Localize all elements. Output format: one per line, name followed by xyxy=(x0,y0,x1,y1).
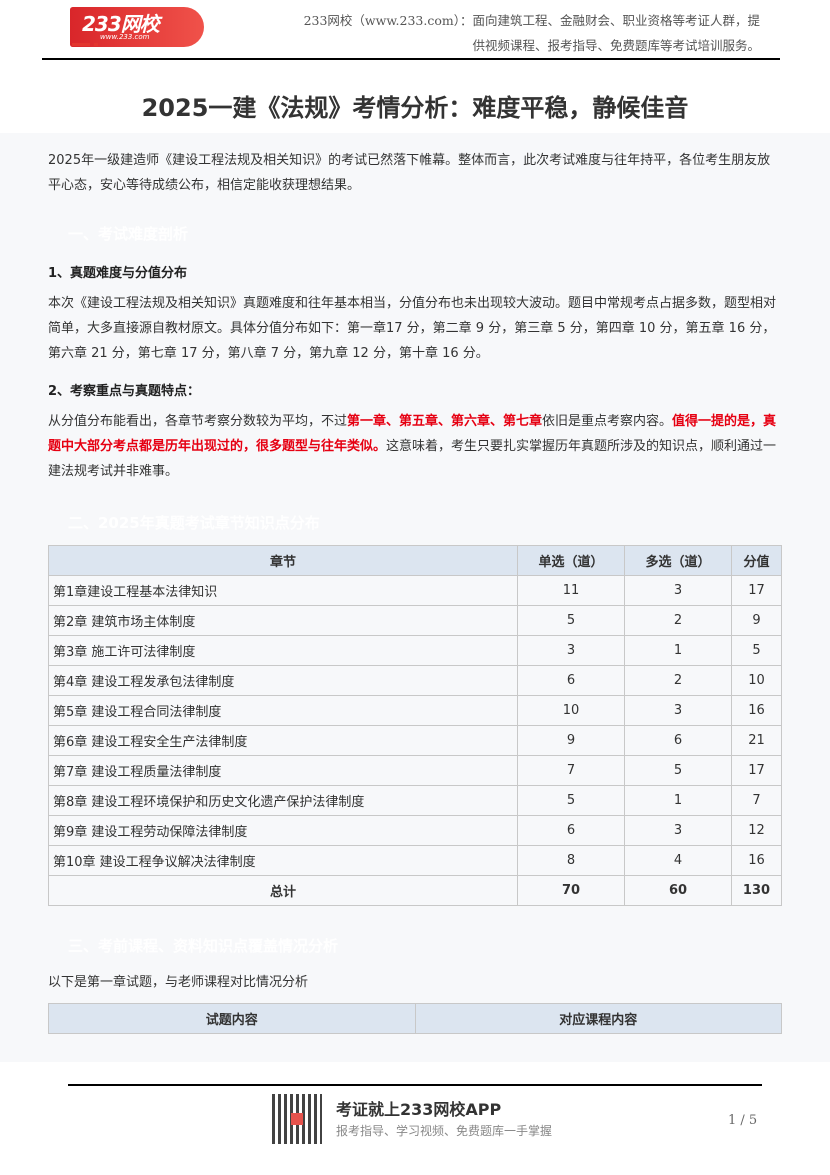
footer-app-title: 考证就上233网校APP xyxy=(336,1100,502,1119)
table-cell: 第8章 建设工程环境保护和历史文化遗产保护法律制度 xyxy=(48,785,518,816)
table-cell: 10 xyxy=(731,665,782,696)
logo: 233网校 www.233.com xyxy=(70,7,204,47)
logo-decoration xyxy=(72,43,90,46)
table-cell: 9 xyxy=(731,605,782,636)
table-cell: 130 xyxy=(731,875,782,906)
table-cell: 4 xyxy=(624,845,732,876)
table-cell: 7 xyxy=(517,755,625,786)
table-cell: 6 xyxy=(624,725,732,756)
column-header: 单选（道） xyxy=(517,545,625,576)
table-row: 第6章 建设工程安全生产法律制度 9 6 21 xyxy=(48,725,782,756)
table-cell: 2 xyxy=(624,665,732,696)
column-header: 对应课程内容 xyxy=(414,1003,782,1034)
section-heading-3: 三、考前课程、资料知识点覆盖情况分析 xyxy=(68,937,339,955)
table-cell: 5 xyxy=(517,605,625,636)
table-cell: 1 xyxy=(624,785,732,816)
page-title: 2025一建《法规》考情分析：难度平稳，静候佳音 xyxy=(141,94,689,122)
table-cell: 5 xyxy=(624,755,732,786)
subheading-2: 2、考察重点与真题特点： xyxy=(48,384,201,399)
table-cell: 16 xyxy=(731,845,782,876)
section-heading-2: 二、2025年真题考试章节知识点分布 xyxy=(68,514,320,532)
header-tagline: 233网校（www.233.com）：面向建筑工程、金融财会、职业资格等考证人群… xyxy=(303,13,760,53)
column-header: 章节 xyxy=(48,545,518,576)
table-cell: 9 xyxy=(517,725,625,756)
table-cell: 第6章 建设工程安全生产法律制度 xyxy=(48,725,518,756)
table-cell: 2 xyxy=(624,605,732,636)
table-cell: 第5章 建设工程合同法律制度 xyxy=(48,695,518,726)
table-cell: 10 xyxy=(517,695,625,726)
table-row: 第4章 建设工程发承包法律制度 6 2 10 xyxy=(48,665,782,696)
table-cell: 第2章 建筑市场主体制度 xyxy=(48,605,518,636)
table-cell: 第1章建设工程基本法律知识 xyxy=(48,575,518,606)
table-row: 第8章 建设工程环境保护和历史文化遗产保护法律制度 5 1 7 xyxy=(48,785,782,816)
column-header: 多选（道） xyxy=(624,545,732,576)
table-cell: 6 xyxy=(517,665,625,696)
table-cell: 3 xyxy=(624,575,732,606)
table-row: 第1章建设工程基本法律知识 11 3 17 xyxy=(48,575,782,606)
table-cell: 3 xyxy=(517,635,625,666)
table-cell: 21 xyxy=(731,725,782,756)
table-cell: 3 xyxy=(624,815,732,846)
column-header: 试题内容 xyxy=(48,1003,416,1034)
total-row: 总计 70 60 130 xyxy=(48,875,782,906)
table-cell: 第7章 建设工程质量法律制度 xyxy=(48,755,518,786)
table-row: 第7章 建设工程质量法律制度 7 5 17 xyxy=(48,755,782,786)
table-cell: 70 xyxy=(517,875,625,906)
table-cell: 第10章 建设工程争议解决法律制度 xyxy=(48,845,518,876)
qr-code-icon xyxy=(272,1094,322,1144)
column-header: 分值 xyxy=(731,545,782,576)
table-cell: 7 xyxy=(731,785,782,816)
table-cell: 17 xyxy=(731,755,782,786)
table-row: 第9章 建设工程劳动保障法律制度 6 3 12 xyxy=(48,815,782,846)
table-cell: 12 xyxy=(731,815,782,846)
table-cell: 6 xyxy=(517,815,625,846)
table-cell: 5 xyxy=(731,635,782,666)
table-cell: 第9章 建设工程劳动保障法律制度 xyxy=(48,815,518,846)
paragraph-3: 以下是第一章试题，与老师课程对比情况分析 xyxy=(48,975,309,990)
table-cell: 第4章 建设工程发承包法律制度 xyxy=(48,665,518,696)
intro-paragraph: 2025年一级建造师《建设工程法规及相关知识》的考试已然落下帷幕。整体而言，此次… xyxy=(48,153,771,193)
table-cell: 8 xyxy=(517,845,625,876)
footer-app-subtitle: 报考指导、学习视频、免费题库一手掌握 xyxy=(336,1124,553,1138)
page-number: 1 / 5 xyxy=(728,1113,758,1128)
logo-decoration xyxy=(94,43,98,46)
comparison-table: 试题内容 对应课程内容 xyxy=(48,1003,782,1034)
table-cell: 3 xyxy=(624,695,732,726)
table-cell: 5 xyxy=(517,785,625,816)
footer-rule xyxy=(68,1084,762,1086)
subheading-1: 1、真题难度与分值分布 xyxy=(48,266,188,281)
table-row: 第10章 建设工程争议解决法律制度 8 4 16 xyxy=(48,845,782,876)
table-cell: 1 xyxy=(624,635,732,666)
table-row: 第5章 建设工程合同法律制度 10 3 16 xyxy=(48,695,782,726)
chapter-distribution-table: 章节 单选（道） 多选（道） 分值 第1章建设工程基本法律知识 11 3 17 第2章 … xyxy=(48,545,782,906)
section-heading-1: 一、考试难度剖析 xyxy=(68,225,189,243)
paragraph-1: 本次《建设工程法规及相关知识》真题难度和往年基本相当，分值分布也未出现较大波动。… xyxy=(48,296,777,361)
header-rule xyxy=(42,58,780,60)
table-cell: 60 xyxy=(624,875,732,906)
paragraph-2: 从分值分布能看出，各章节考察分数较为平均，不过第一章、第五章、第六章、第七章依旧… xyxy=(48,414,777,479)
table-row: 第3章 施工许可法律制度 3 1 5 xyxy=(48,635,782,666)
table-cell: 17 xyxy=(731,575,782,606)
table-cell: 第3章 施工许可法律制度 xyxy=(48,635,518,666)
table-cell: 11 xyxy=(517,575,625,606)
table-row: 第2章 建筑市场主体制度 5 2 9 xyxy=(48,605,782,636)
table-cell: 总计 xyxy=(48,875,518,906)
table-cell: 16 xyxy=(731,695,782,726)
